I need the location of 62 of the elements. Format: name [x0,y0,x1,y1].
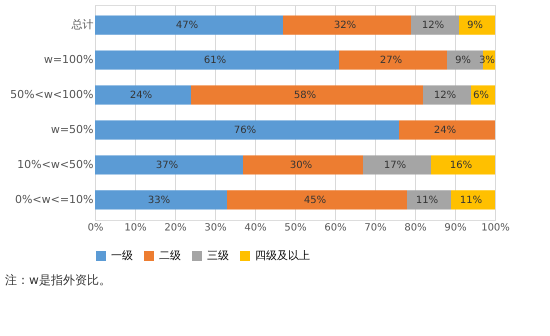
data-label: 9% [455,55,471,66]
x-tick-label: 60% [324,222,347,234]
bar [243,155,363,175]
x-tick-label: 90% [444,222,467,234]
bar [95,50,339,70]
x-tick-label: 40% [244,222,267,234]
data-label: 33% [148,194,170,206]
data-label: 47% [176,20,198,32]
bar [95,155,243,175]
bar [407,190,451,210]
text: 注：w是指外资比。 [5,273,111,287]
data-label: 9% [467,20,483,32]
data-label: 24% [434,124,456,136]
bar [363,155,431,175]
bar [95,15,283,35]
y-tick-label: 0%<w<=10% [14,192,94,206]
data-label: 16% [450,160,472,171]
x-tick-label: 70% [364,222,387,234]
bar [95,120,399,140]
bar [431,155,495,175]
legend-label: 三级 [207,249,229,262]
bar [399,120,495,140]
bar [423,85,471,105]
bar [95,190,227,210]
data-label: 12% [434,90,456,102]
x-tick-label: 30% [204,222,227,234]
y-tick-label: w=50% [50,122,94,136]
x-tick-label: 100% [481,222,510,234]
data-label: 45% [304,194,326,206]
bar [459,15,495,35]
y-tick-label: 总计 [70,18,94,32]
legend-label: 二级 [159,249,181,262]
data-label: 61% [204,55,226,66]
legend-label: 一级 [111,249,133,262]
data-label: 11% [416,194,438,206]
y-tick-label: 10%<w<50% [17,158,94,171]
data-label: 58% [294,90,316,102]
data-label: 17% [384,160,406,171]
bar [227,190,407,210]
data-label: 32% [334,20,356,32]
x-tick-label: 0% [88,222,104,234]
x-tick-label: 50% [284,222,307,234]
data-label: 37% [156,160,178,171]
bar [411,15,459,35]
legend-label: 四级及以上 [255,249,310,262]
y-tick-label: 50%<w<100% [10,88,94,102]
x-tick-label: 10% [124,222,147,234]
bar [339,50,447,70]
bar [191,85,423,105]
data-label: 12% [422,20,444,32]
data-label: 30% [290,160,312,171]
bar [451,190,495,210]
data-label: 6% [473,90,489,102]
y-tick-label: w=100% [44,53,94,66]
bar [283,15,411,35]
x-tick-label: 80% [404,222,427,234]
data-label: 24% [130,90,152,102]
data-label: 76% [234,124,256,136]
data-label: 11% [460,194,482,206]
data-label: 27% [380,55,402,66]
x-tick-label: 20% [164,222,187,234]
bar [95,85,191,105]
